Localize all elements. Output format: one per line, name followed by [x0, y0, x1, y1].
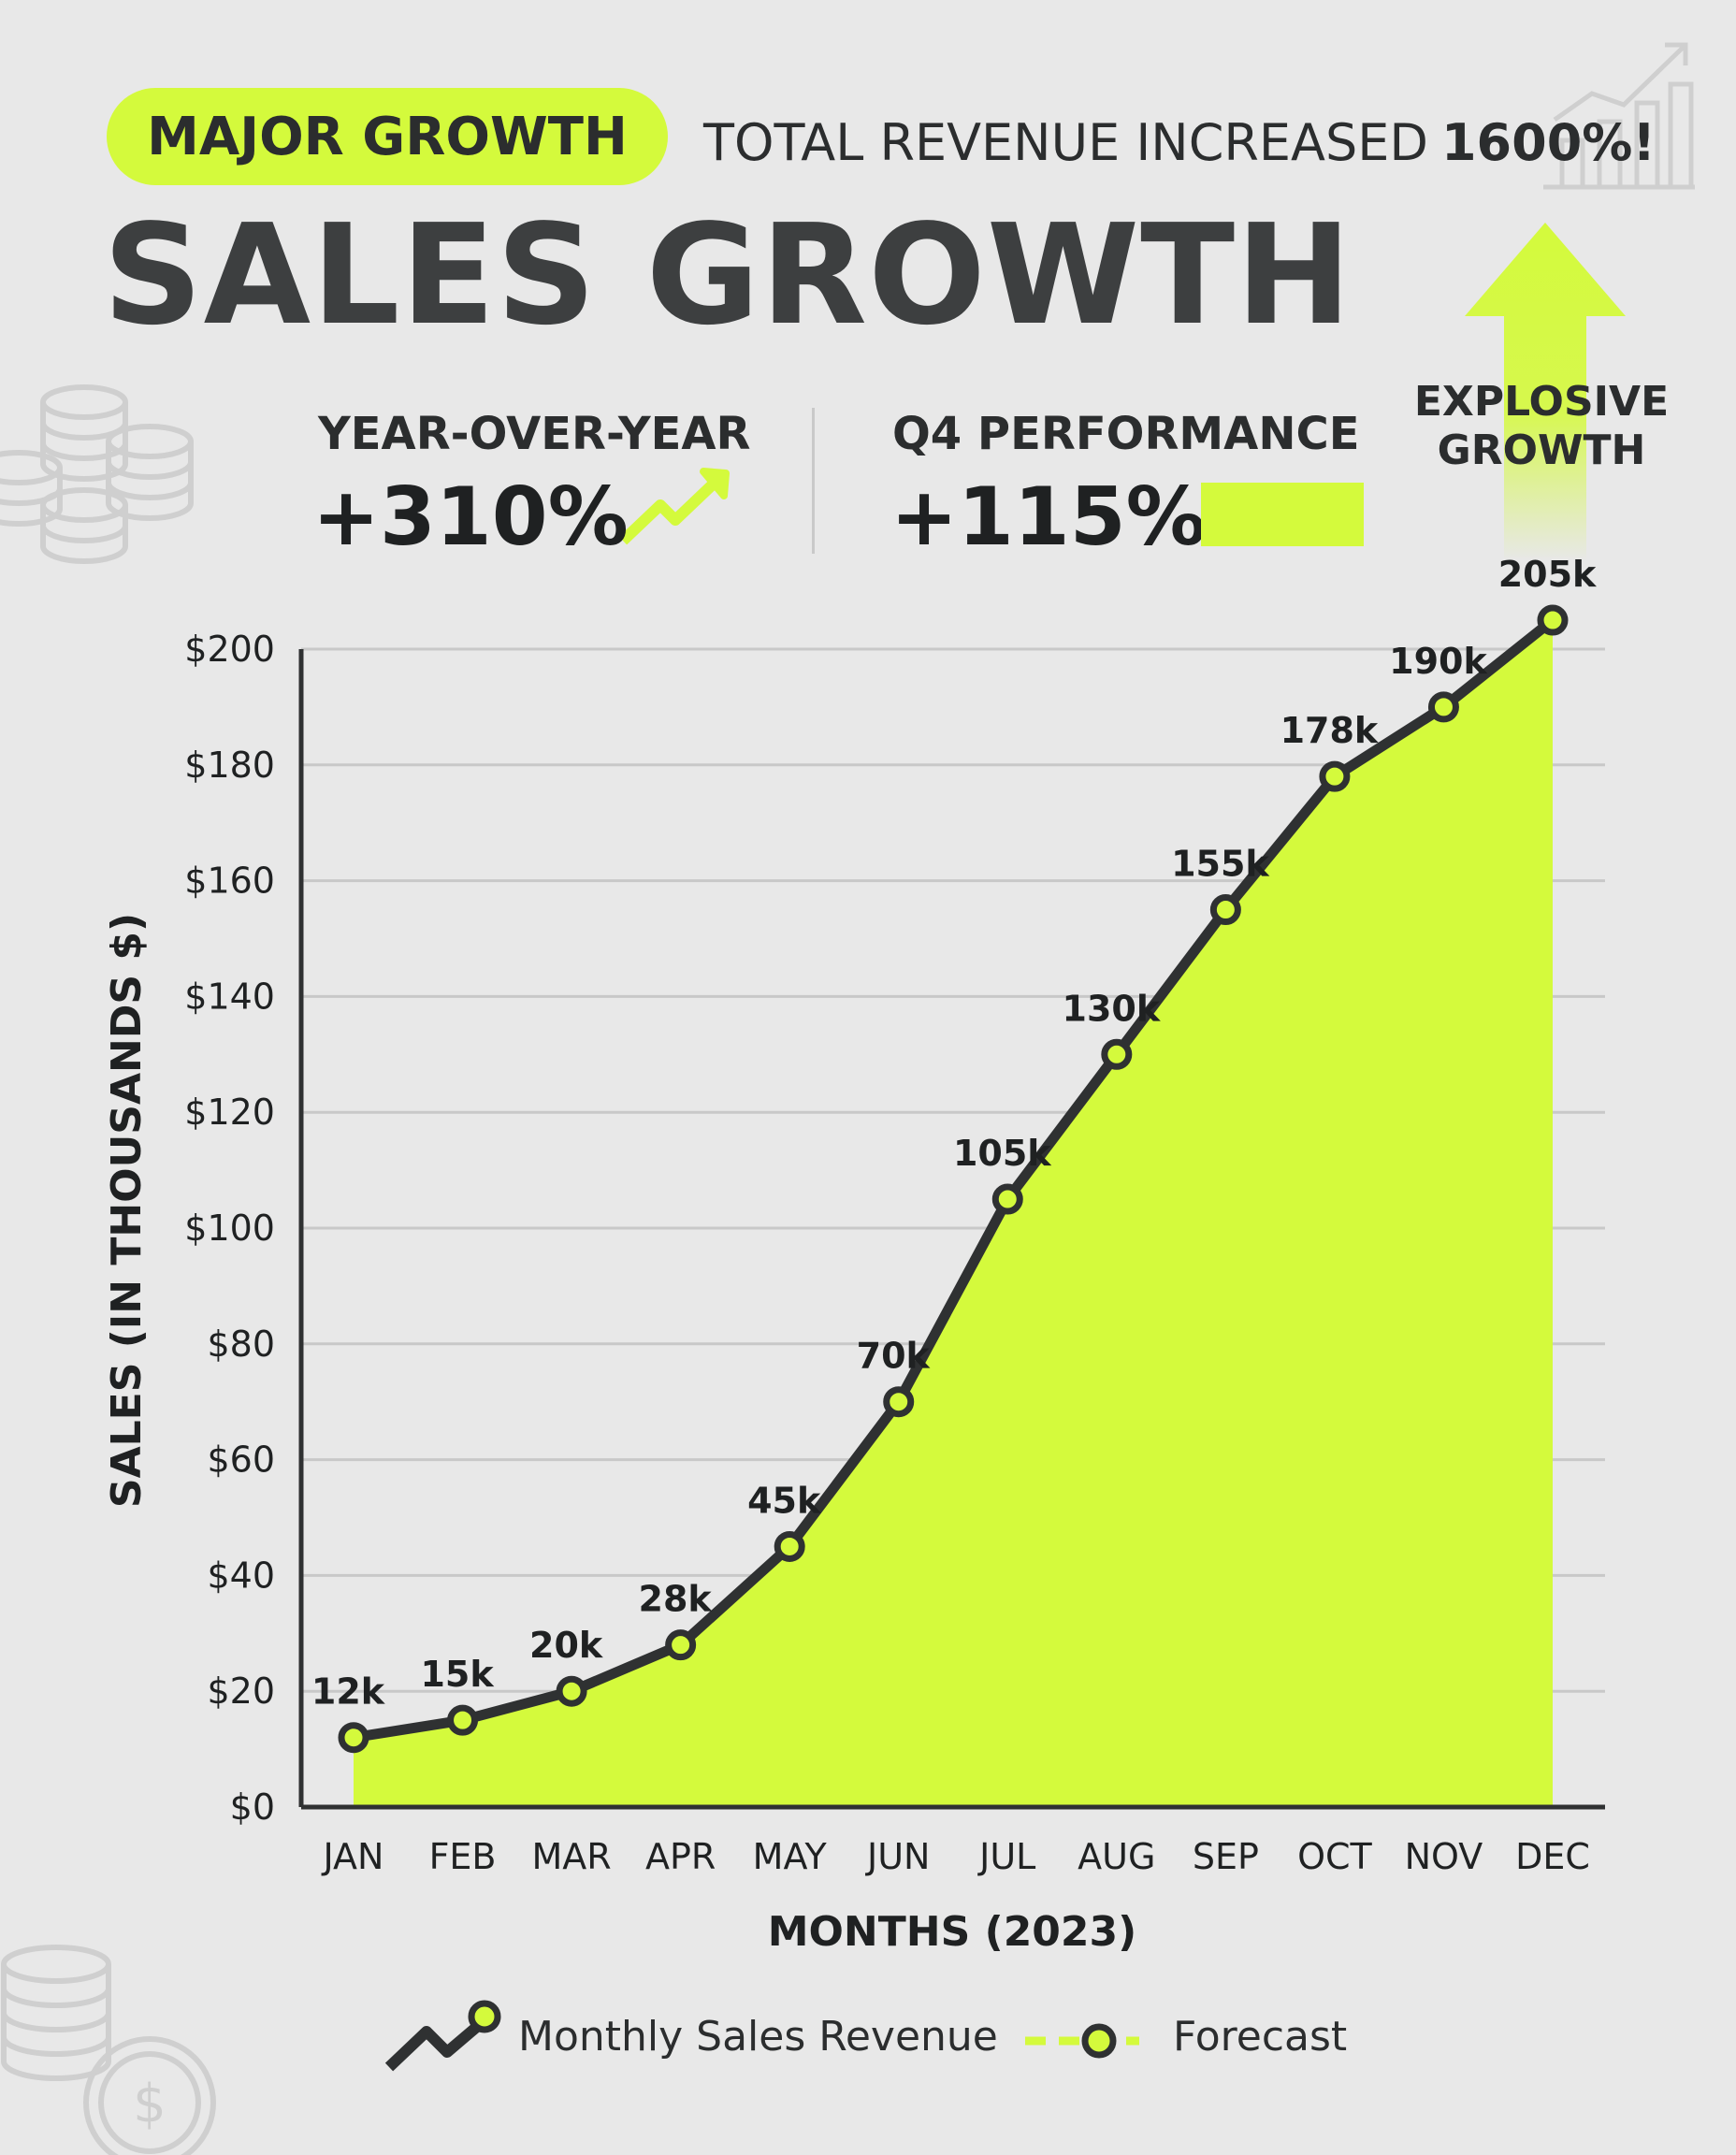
x-tick-label: SEP [1193, 1836, 1259, 1877]
data-point [991, 1183, 1023, 1215]
explosive-line-1: EXPLOSIVE [1413, 378, 1670, 426]
x-tick-label: DEC [1515, 1836, 1590, 1877]
y-tick-label: $120 [184, 1092, 275, 1133]
revenue-headline: TOTAL REVENUE INCREASED 1600%! [703, 105, 1656, 180]
q4-label: Q4 PERFORMANCE [892, 408, 1360, 460]
y-tick-label: $40 [207, 1555, 275, 1596]
data-point [1209, 894, 1241, 926]
q4-value: +115% [890, 470, 1207, 564]
data-point [338, 1722, 369, 1754]
sales-area-fill [354, 620, 1553, 1807]
data-label: 12k [311, 1671, 385, 1713]
data-label: 155k [1171, 844, 1269, 885]
page-title: SALES GROWTH [103, 195, 1353, 355]
y-tick-label: $60 [207, 1439, 275, 1481]
y-tick-label: $80 [207, 1323, 275, 1365]
legend-forecast-label: Forecast [1173, 2013, 1348, 2061]
stats-divider [812, 408, 815, 554]
x-tick-label: FEB [429, 1836, 497, 1877]
y-tick-label: $100 [184, 1208, 275, 1249]
bar-chart-growth-icon [1543, 42, 1695, 190]
legend-forecast-icon [1025, 2023, 1139, 2059]
y-tick-label: $160 [184, 861, 275, 902]
yoy-value: +310% [312, 470, 629, 564]
y-tick-label: $200 [184, 629, 275, 670]
y-axis-title: SALES (IN THOUSANDS $) [103, 913, 151, 1508]
data-point [774, 1530, 805, 1562]
data-label: 15k [420, 1654, 494, 1695]
data-label: 20k [529, 1625, 603, 1666]
data-point [883, 1386, 915, 1418]
q4-highlight-block [1201, 483, 1364, 546]
explosive-growth-label: EXPLOSIVE GROWTH [1412, 378, 1671, 475]
data-label: 130k [1063, 988, 1161, 1029]
x-tick-label: MAY [753, 1836, 828, 1877]
axis-layer: $0 $20 $40 $60 $80 $100 $120 $140 $160 $180 $200 JA… [184, 629, 1605, 1877]
y-tick-label: $20 [207, 1670, 275, 1712]
major-growth-badge: MAJOR GROWTH [107, 88, 668, 185]
x-tick-label: OCT [1297, 1836, 1372, 1877]
data-label: 105k [953, 1133, 1051, 1174]
sales-line [348, 615, 1558, 1743]
x-tick-label: JUL [977, 1836, 1035, 1877]
legend-series-label: Monthly Sales Revenue [518, 2013, 998, 2061]
x-tick-label: MAR [531, 1836, 611, 1877]
data-label: 70k [857, 1336, 931, 1377]
headline-text: TOTAL REVENUE INCREASED [703, 112, 1428, 172]
data-label: 28k [639, 1579, 713, 1620]
explosive-line-2: GROWTH [1437, 427, 1646, 474]
data-label: 45k [747, 1480, 821, 1521]
coins-dollar-icon: $ [1, 1945, 216, 2155]
yoy-label: YEAR-OVER-YEAR [318, 408, 751, 460]
trend-up-icon [618, 468, 730, 545]
data-point [1319, 760, 1351, 792]
headline-value: 1600%! [1440, 112, 1656, 172]
y-tick-label: $0 [230, 1786, 275, 1828]
x-tick-label: JUN [865, 1836, 930, 1877]
up-arrow-icon [1465, 223, 1626, 561]
data-point [556, 1675, 587, 1707]
legend-series-icon [384, 2000, 501, 2072]
coins-icon [0, 384, 194, 564]
data-point [1101, 1038, 1133, 1070]
data-label: 205k [1498, 554, 1597, 595]
x-axis-title: MONTHS (2023) [768, 1908, 1137, 1956]
data-label: 178k [1280, 710, 1379, 751]
data-label: 190k [1389, 641, 1487, 682]
x-tick-label: APR [645, 1836, 716, 1877]
data-point [665, 1629, 697, 1661]
x-tick-label: JAN [322, 1836, 384, 1877]
y-tick-label: $180 [184, 745, 275, 786]
data-point [447, 1704, 479, 1736]
svg-text:$: $ [133, 2074, 166, 2134]
y-tick-label: $140 [184, 976, 275, 1017]
x-tick-label: NOV [1405, 1836, 1483, 1877]
x-tick-label: AUG [1078, 1836, 1155, 1877]
data-point [1537, 604, 1569, 636]
data-point [1427, 691, 1459, 723]
